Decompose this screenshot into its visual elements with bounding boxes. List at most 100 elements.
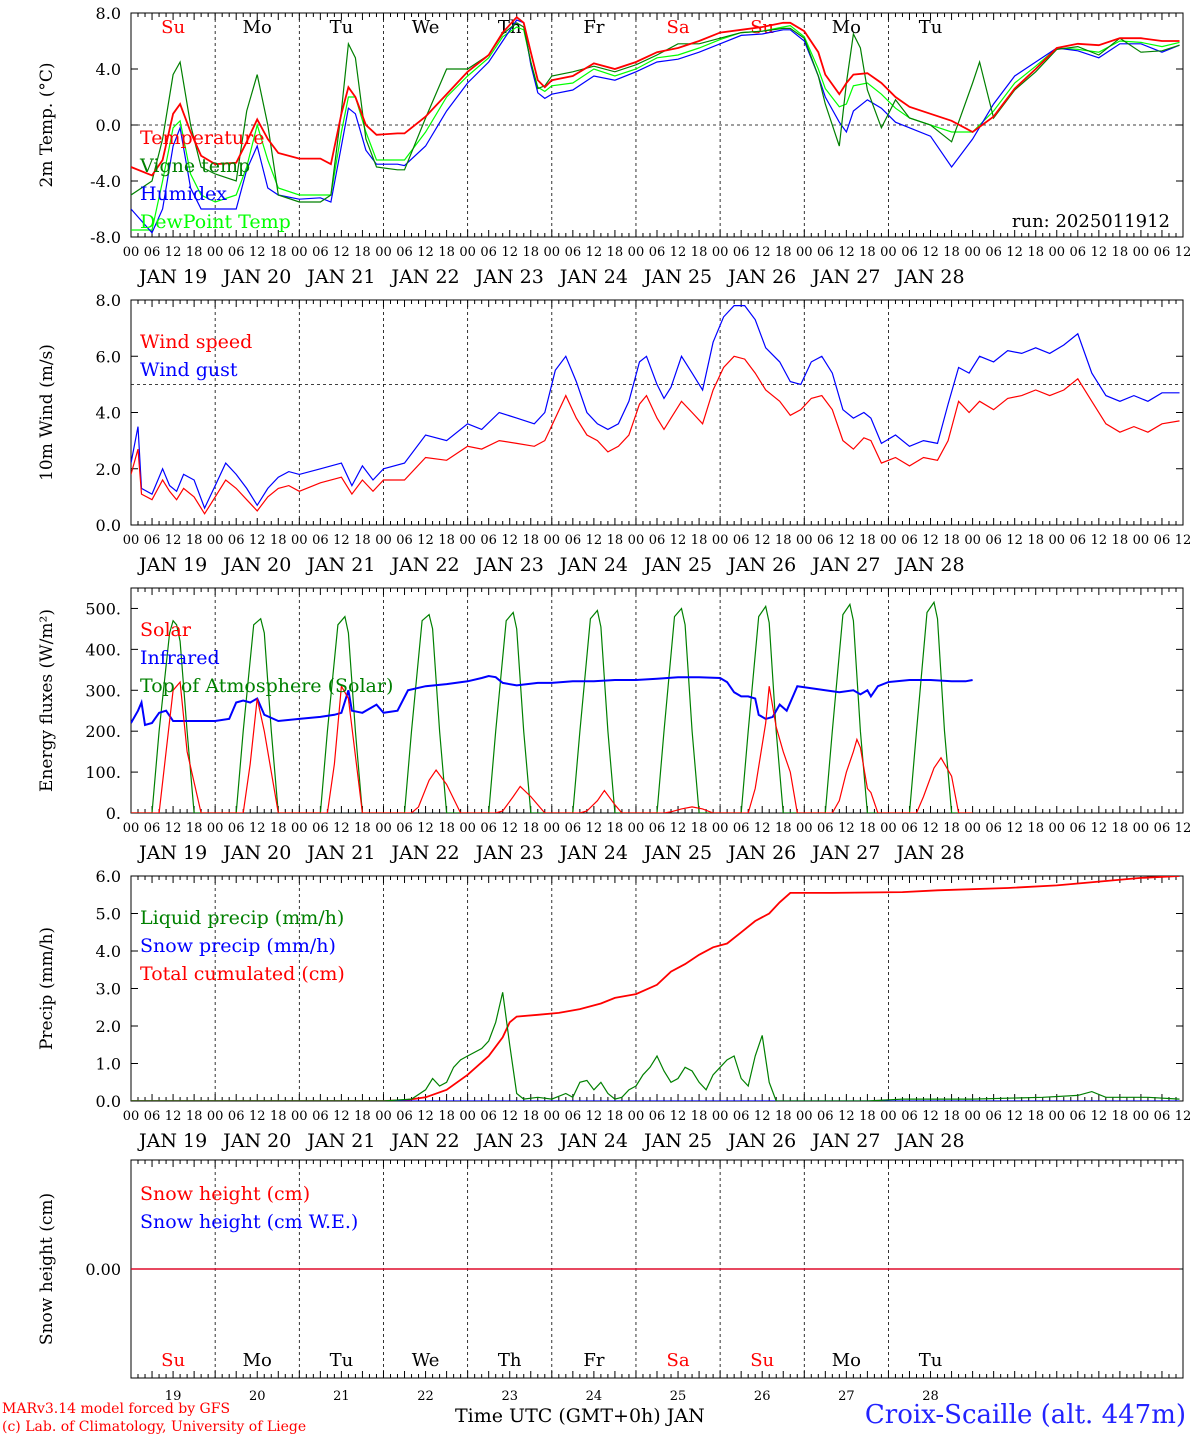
hour-tick-label: 06: [228, 1109, 245, 1124]
hour-tick-label: 06: [480, 1109, 497, 1124]
hour-tick-label: 18: [691, 1109, 708, 1124]
time-axis-label: Time UTC (GMT+0h) JAN: [455, 1405, 705, 1427]
hour-tick-label: 18: [859, 245, 876, 260]
hour-tick-label: 06: [565, 245, 582, 260]
hour-tick-label: 18: [1027, 821, 1044, 836]
y-tick-label: 500.: [85, 599, 121, 618]
day-of-week-label: We: [412, 1350, 440, 1371]
hour-tick-label: 00: [1048, 821, 1065, 836]
credit-line-2: (c) Lab. of Climatology, University of L…: [2, 1419, 307, 1435]
y-tick-label: 100.: [85, 763, 121, 782]
hour-tick-label: 12: [501, 533, 518, 548]
hour-tick-label: 00: [123, 245, 140, 260]
day-of-week-label: Tu: [330, 1350, 354, 1371]
legend-entry: Vigne temp: [139, 155, 250, 177]
hour-tick-label: 00: [459, 1109, 476, 1124]
hour-tick-label: 06: [901, 821, 918, 836]
hour-tick-label: 00: [207, 821, 224, 836]
hour-tick-label: 06: [649, 533, 666, 548]
date-label: JAN 20: [221, 554, 291, 576]
hour-tick-label: 06: [228, 245, 245, 260]
day-of-week-label: Sa: [667, 1350, 690, 1371]
date-label: JAN 22: [389, 266, 459, 288]
hour-tick-label: 12: [417, 533, 434, 548]
hour-tick-label: 18: [438, 533, 455, 548]
y-tick-label: 8.0: [96, 4, 121, 23]
hour-tick-label: 00: [880, 1109, 897, 1124]
hour-tick-label: 18: [691, 245, 708, 260]
hour-tick-label: 18: [270, 245, 287, 260]
legend-entry: Temperature: [140, 127, 264, 149]
hour-tick-label: 06: [817, 533, 834, 548]
hour-tick-label: 12: [586, 245, 603, 260]
hour-tick-label: 12: [838, 533, 855, 548]
hour-tick-label: 12: [586, 533, 603, 548]
hour-tick-label: 06: [480, 821, 497, 836]
hour-tick-label: 06: [228, 533, 245, 548]
hour-tick-label: 12: [586, 821, 603, 836]
hour-tick-label: 06: [901, 533, 918, 548]
hour-tick-label: 18: [859, 1109, 876, 1124]
hour-tick-label: 12: [754, 821, 771, 836]
hour-tick-label: 18: [1112, 245, 1129, 260]
hour-tick-label: 18: [186, 821, 203, 836]
energy-panel: 0. 100. 200. 300. 400. 500. Energy fluxes (W/m…: [37, 587, 1192, 864]
run-annotation: run: 2025011912: [1012, 211, 1170, 232]
y-tick-label: 0.0: [96, 516, 121, 535]
hour-tick-label: 06: [396, 821, 413, 836]
y-tick-label: -8.0: [90, 228, 121, 247]
hour-tick-label: 12: [165, 1109, 182, 1124]
day-number-label: 27: [838, 1389, 855, 1404]
hour-tick-label: 12: [1006, 821, 1023, 836]
hour-tick-label: 06: [733, 533, 750, 548]
date-label: JAN 26: [726, 266, 796, 288]
date-label: JAN 28: [894, 1130, 964, 1152]
hour-tick-label: 12: [838, 821, 855, 836]
precip-ylabel: Precip (mm/h): [37, 927, 57, 1050]
y-tick-label: 3.0: [96, 980, 121, 999]
hour-tick-label: 06: [1070, 1109, 1087, 1124]
day-of-week-label: Fr: [583, 17, 604, 38]
hour-tick-label: 12: [1175, 821, 1192, 836]
day-number-label: 26: [754, 1389, 771, 1404]
y-tick-label: 6.0: [96, 347, 121, 366]
hour-tick-label: 18: [943, 533, 960, 548]
hour-tick-label: 00: [207, 245, 224, 260]
temperature-panel: -8.0 -4.0 0.0 4.0 8.0 2m Temp. (°C) 00 06 12 18 00…: [37, 4, 1191, 288]
series-vigne-temp: [131, 22, 1180, 203]
y-tick-label: 400.: [85, 640, 121, 659]
hour-tick-label: 00: [964, 245, 981, 260]
series-top-of-atmosphere-solar: [131, 600, 973, 813]
date-label: JAN 19: [137, 266, 207, 288]
hour-tick-label: 18: [1027, 1109, 1044, 1124]
hour-tick-label: 18: [522, 245, 539, 260]
hour-tick-label: 00: [964, 533, 981, 548]
hour-tick-label: 18: [691, 533, 708, 548]
hour-tick-label: 00: [207, 533, 224, 548]
hour-tick-label: 06: [228, 821, 245, 836]
hour-tick-label: 18: [270, 1109, 287, 1124]
series-temperature: [131, 15, 1180, 177]
day-of-week-label: Sa: [667, 17, 690, 38]
hour-tick-label: 18: [775, 245, 792, 260]
hour-tick-label: 00: [375, 245, 392, 260]
hour-tick-label: 12: [1006, 245, 1023, 260]
legend-entry: Snow height (cm): [140, 1183, 310, 1205]
hour-tick-label: 12: [1091, 821, 1108, 836]
hour-tick-label: 00: [880, 821, 897, 836]
hour-tick-label: 12: [754, 1109, 771, 1124]
hour-tick-label: 00: [459, 245, 476, 260]
series-total-cumulated-cm: [131, 876, 1180, 1101]
series-humidex: [131, 19, 1180, 234]
hour-tick-label: 00: [628, 245, 645, 260]
hour-tick-label: 12: [249, 1109, 266, 1124]
hour-tick-label: 12: [754, 245, 771, 260]
y-tick-label: -4.0: [90, 172, 121, 191]
hour-tick-label: 06: [312, 821, 329, 836]
y-tick-label: 1.0: [96, 1055, 121, 1074]
hour-tick-label: 00: [291, 245, 308, 260]
hour-tick-label: 18: [943, 245, 960, 260]
hour-tick-label: 06: [312, 245, 329, 260]
hour-tick-label: 06: [649, 245, 666, 260]
